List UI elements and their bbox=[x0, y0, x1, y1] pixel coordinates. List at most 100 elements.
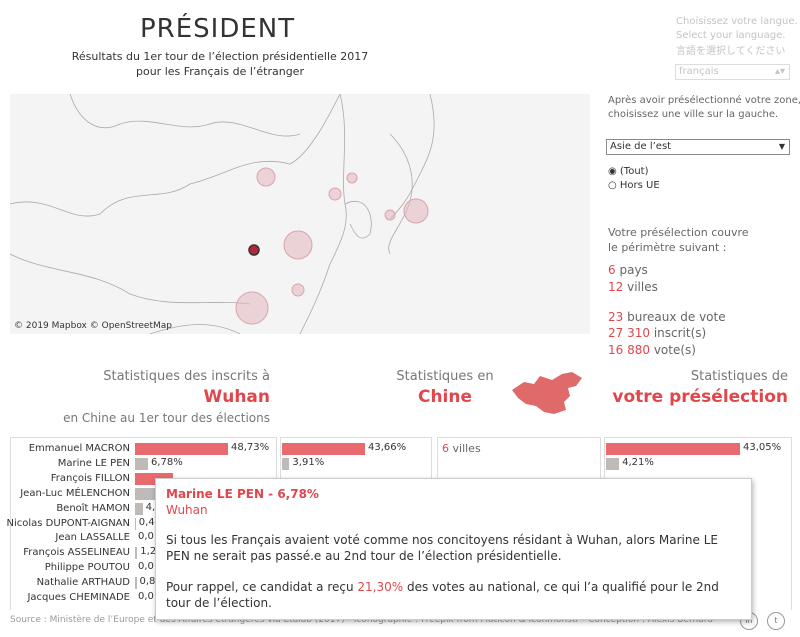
tooltip-city: Wuhan bbox=[166, 503, 208, 517]
stats-heading: Statistiques en bbox=[396, 369, 494, 384]
value-label: 4, bbox=[145, 501, 156, 513]
radio-label: (Tout) bbox=[619, 166, 649, 177]
city-bubble[interactable] bbox=[291, 283, 305, 297]
bar bbox=[135, 502, 143, 515]
map-attribution: © 2019 Mapbox © OpenStreetMap bbox=[14, 321, 172, 331]
zone-select[interactable]: Asie de l’est ▼ bbox=[606, 139, 790, 155]
value-label: 48,73% bbox=[231, 442, 270, 453]
city-bubble[interactable] bbox=[256, 167, 276, 187]
value-label: 4,21% bbox=[622, 456, 654, 468]
stats-heading: Statistiques de bbox=[690, 369, 788, 384]
city-bubble[interactable] bbox=[384, 209, 396, 221]
unit: villes bbox=[627, 280, 658, 294]
coverage-item: 12 villes bbox=[608, 280, 658, 294]
radio-option[interactable]: ◉ (Tout) bbox=[608, 166, 649, 177]
city-bubble[interactable] bbox=[346, 172, 358, 184]
unit: villes bbox=[452, 442, 481, 455]
category-label: Nathalie ARTHAUD bbox=[36, 577, 130, 589]
bar bbox=[135, 547, 138, 560]
instruction: choisissez une ville sur la gauche. bbox=[608, 109, 779, 120]
bar bbox=[606, 443, 740, 455]
country-cities: 6 villes bbox=[442, 442, 481, 455]
instruction: Après avoir présélectionné votre zone, bbox=[608, 95, 800, 106]
tooltip-text: Si tous les Français avaient voté comme … bbox=[166, 533, 718, 563]
value-label: 43,05% bbox=[743, 442, 782, 453]
count: 6 bbox=[442, 442, 449, 455]
city-bubble[interactable] bbox=[235, 291, 269, 325]
twitter-icon[interactable]: t bbox=[767, 612, 785, 630]
count: 27 310 bbox=[608, 326, 650, 340]
coverage-item: 27 310 inscrit(s) bbox=[608, 326, 706, 340]
value-label: 43,66% bbox=[368, 442, 407, 453]
map[interactable] bbox=[10, 94, 590, 334]
text: Pour rappel, ce candidat a reçu bbox=[166, 580, 358, 594]
coverage-item: 6 pays bbox=[608, 263, 648, 277]
category-label: Jean-Luc MÉLENCHON bbox=[20, 487, 130, 499]
category-label: Benoît HAMON bbox=[56, 502, 130, 514]
city-caption: en Chine au 1er tour des élections bbox=[63, 411, 270, 425]
unit: pays bbox=[619, 263, 648, 277]
title: PRÉSIDENT bbox=[140, 14, 296, 44]
category-label: Nicolas DUPONT-AIGNAN bbox=[6, 517, 131, 529]
language-prompt: 言語を選択してください bbox=[676, 46, 786, 57]
category-label: François FILLON bbox=[50, 472, 130, 484]
selected-city[interactable] bbox=[248, 244, 260, 256]
count: 6 bbox=[608, 263, 616, 277]
unit: inscrit(s) bbox=[653, 326, 707, 340]
bar bbox=[135, 517, 136, 530]
count: 12 bbox=[608, 280, 624, 294]
city-bubbles bbox=[235, 167, 429, 325]
bar bbox=[135, 443, 228, 455]
category-label: Marine LE PEN bbox=[57, 457, 130, 469]
map-background bbox=[10, 94, 590, 334]
stats-heading: Statistiques des inscrits à bbox=[103, 369, 270, 384]
language-value: français bbox=[679, 66, 719, 77]
china-shape bbox=[512, 372, 582, 414]
zone-value: Asie de l’est bbox=[610, 141, 672, 152]
bar bbox=[135, 457, 148, 470]
radio-option[interactable]: ○ Hors UE bbox=[608, 180, 660, 191]
bar bbox=[135, 487, 158, 500]
unit: vote(s) bbox=[653, 343, 696, 357]
city-bubble[interactable] bbox=[283, 230, 313, 260]
value-label: 6,78% bbox=[150, 456, 183, 468]
count: 23 bbox=[608, 310, 624, 324]
coverage-item: 16 880 vote(s) bbox=[608, 343, 696, 357]
unit: bureaux de vote bbox=[627, 310, 726, 324]
subtitle: Résultats du 1er tour de l’élection prés… bbox=[71, 50, 369, 63]
bar bbox=[606, 457, 620, 470]
category-label: François ASSELINEAU bbox=[23, 547, 130, 559]
coverage-item: 23 bureaux de vote bbox=[608, 310, 726, 324]
language-select[interactable]: français ▴▾ bbox=[675, 64, 790, 80]
category-label: Philippe POUTOU bbox=[44, 562, 130, 574]
radio-label: Hors UE bbox=[619, 180, 660, 191]
category-label: Jacques CHEMINADE bbox=[27, 592, 130, 603]
value-label: 0,0 bbox=[138, 561, 154, 573]
subtitle: pour les Français de l’étranger bbox=[136, 65, 304, 78]
bar bbox=[282, 457, 290, 470]
count: 16 880 bbox=[608, 343, 650, 357]
tooltip-reminder: Pour rappel, ce candidat a reçu 21,30% d… bbox=[166, 579, 741, 611]
bar bbox=[282, 443, 365, 455]
value-label: 0,4 bbox=[138, 516, 155, 528]
category-label: Emmanuel MACRON bbox=[28, 443, 130, 454]
value-label: 3,91% bbox=[292, 456, 325, 468]
national-score: 21,30% bbox=[357, 580, 404, 594]
select-arrow: ▴▾ bbox=[774, 66, 785, 77]
language-prompt: Choisissez votre langue. bbox=[676, 16, 798, 27]
city-bubble[interactable] bbox=[328, 187, 342, 201]
coverage-intro: Votre présélection couvre bbox=[608, 226, 749, 239]
country-icon bbox=[512, 372, 582, 414]
coverage-intro: le périmètre suivant : bbox=[608, 241, 727, 254]
city-name: Wuhan bbox=[203, 387, 270, 407]
footer-source: Source : Ministère de l’Europe et des Af… bbox=[10, 615, 713, 625]
selection-name: votre présélection bbox=[612, 387, 788, 407]
tooltip-title: Marine LE PEN - 6,78% bbox=[166, 487, 319, 501]
language-prompt: Select your language. bbox=[676, 30, 786, 41]
value-label: 0,0 bbox=[138, 591, 154, 602]
value-label: 1,2 bbox=[140, 546, 157, 558]
select-arrow: ▼ bbox=[778, 142, 785, 151]
city-bubble[interactable] bbox=[403, 198, 429, 224]
